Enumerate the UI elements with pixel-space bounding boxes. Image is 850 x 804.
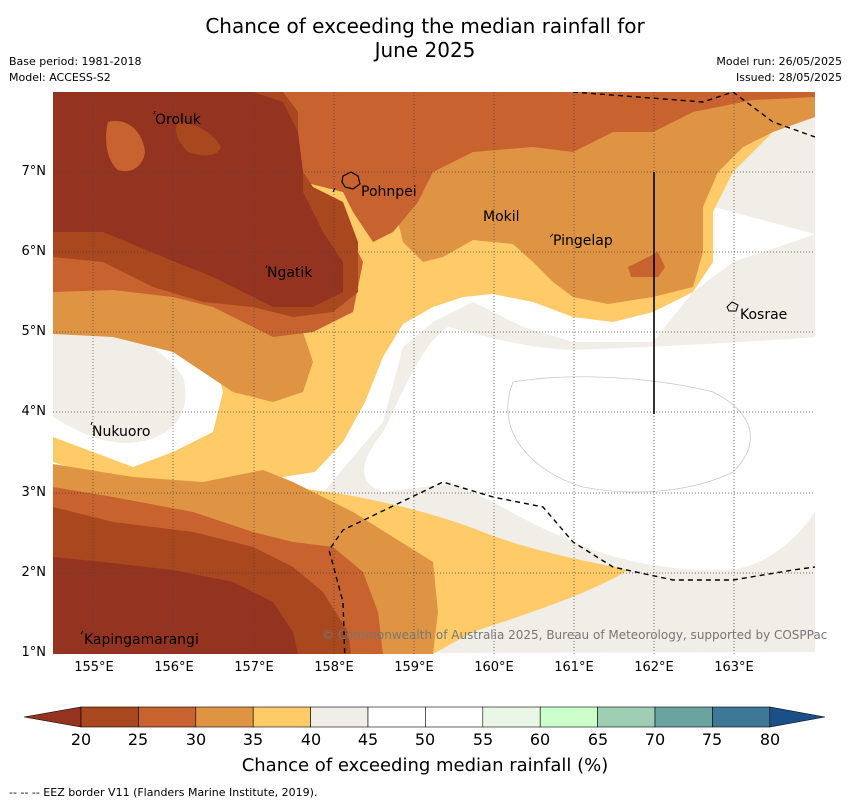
pohnpei-island-icon <box>341 171 361 190</box>
lon-tick: 156°E <box>154 660 194 675</box>
colorbar-segment <box>310 706 369 728</box>
colorbar-tick: 75 <box>701 730 723 749</box>
lon-tick: 161°E <box>554 660 594 675</box>
copyright-notice: © Commonwealth of Australia 2025, Bureau… <box>322 628 828 642</box>
contour-50 <box>507 376 751 493</box>
meta-left: Base period: 1981-2018 Model: ACCESS-S2 <box>9 54 141 86</box>
nukuoro-island-icon <box>90 421 93 426</box>
lon-tick: 158°E <box>314 660 354 675</box>
title-line-1: Chance of exceeding the median rainfall … <box>205 14 645 38</box>
band-20-25-oroluk <box>176 122 221 156</box>
colorbar-tick: 40 <box>300 730 322 749</box>
colorbar <box>23 706 826 732</box>
colorbar-tick: 80 <box>759 730 781 749</box>
lat-tick: 4°N <box>21 404 47 419</box>
colorbar-extend-low <box>23 706 82 728</box>
colorbar-segment <box>654 706 713 728</box>
lon-tick: 162°E <box>634 660 674 675</box>
colorbar-svg <box>23 706 826 728</box>
ngatik-island-icon <box>265 264 268 269</box>
meta-right: Model run: 26/05/2025 Issued: 28/05/2025 <box>716 54 842 86</box>
base-period: Base period: 1981-2018 <box>9 55 142 68</box>
colorbar-segment <box>138 706 197 728</box>
kapingamarangi-island-icon <box>80 630 84 635</box>
map-title: Chance of exceeding the median rainfall … <box>0 14 850 62</box>
lon-tick: 155°E <box>74 660 114 675</box>
place-oroluk: Oroluk <box>155 112 201 128</box>
colorbar-tick: 65 <box>587 730 609 749</box>
lon-tick: 163°E <box>714 660 754 675</box>
lon-tick: 160°E <box>474 660 514 675</box>
eez-border <box>328 92 815 654</box>
place-ngatik: Ngatik <box>267 265 313 281</box>
eez-footnote: -- -- -- EEZ border V11 (Flanders Marine… <box>9 786 318 799</box>
lat-tick: 2°N <box>21 565 47 580</box>
colorbar-extend-high <box>769 706 826 728</box>
colorbar-tick: 45 <box>357 730 379 749</box>
colorbar-segment <box>195 706 254 728</box>
place-mokil: Mokil <box>483 209 520 225</box>
band-15-20 <box>53 92 343 654</box>
colorbar-tick: 20 <box>70 730 92 749</box>
place-kosrae: Kosrae <box>740 307 788 323</box>
lat-tick: 7°N <box>21 164 47 179</box>
lat-tick: 3°N <box>21 485 47 500</box>
colorbar-tick: 35 <box>242 730 264 749</box>
graticule <box>53 92 815 654</box>
colorbar-tick: 70 <box>644 730 666 749</box>
map-canvas <box>53 92 815 654</box>
model-name: Model: ACCESS-S2 <box>9 71 111 84</box>
colorbar-tick: 50 <box>414 730 436 749</box>
rainfall-map <box>53 92 815 654</box>
issued-date: Issued: 28/05/2025 <box>735 71 842 84</box>
place-pohnpei: Pohnpei <box>361 184 417 200</box>
place-kapingamarangi: Kapingamarangi <box>84 632 199 648</box>
oroluk-island-icon <box>153 110 156 115</box>
lon-tick: 159°E <box>394 660 434 675</box>
colorbar-segment <box>252 706 311 728</box>
colorbar-segment <box>539 706 598 728</box>
colorbar-tick: 55 <box>472 730 494 749</box>
colorbar-segment <box>597 706 656 728</box>
colorbar-segment <box>367 706 426 728</box>
kosrae-island-icon <box>726 301 739 312</box>
title-line-2: June 2025 <box>374 38 476 62</box>
place-nukuoro: Nukuoro <box>92 424 151 440</box>
band-45-55-east <box>364 327 815 571</box>
lat-tick: 1°N <box>21 645 47 660</box>
band-25-30-oroluk <box>106 121 145 172</box>
colorbar-tick: 25 <box>127 730 149 749</box>
colorbar-segment <box>425 706 484 728</box>
model-run: Model run: 26/05/2025 <box>716 55 842 68</box>
pingelap-island-icon <box>549 233 554 238</box>
lat-tick: 6°N <box>21 244 47 259</box>
colorbar-tick: 60 <box>529 730 551 749</box>
colorbar-segment <box>482 706 541 728</box>
lon-tick: 157°E <box>234 660 274 675</box>
band-30-35 <box>53 92 815 654</box>
place-pingelap: Pingelap <box>553 233 613 249</box>
colorbar-segment <box>712 706 771 728</box>
colorbar-title: Chance of exceeding median rainfall (%) <box>241 755 609 776</box>
colorbar-tick: 30 <box>185 730 207 749</box>
colorbar-segment <box>80 706 139 728</box>
lat-tick: 5°N <box>21 324 47 339</box>
pohnpei-islet-icon <box>332 187 336 193</box>
